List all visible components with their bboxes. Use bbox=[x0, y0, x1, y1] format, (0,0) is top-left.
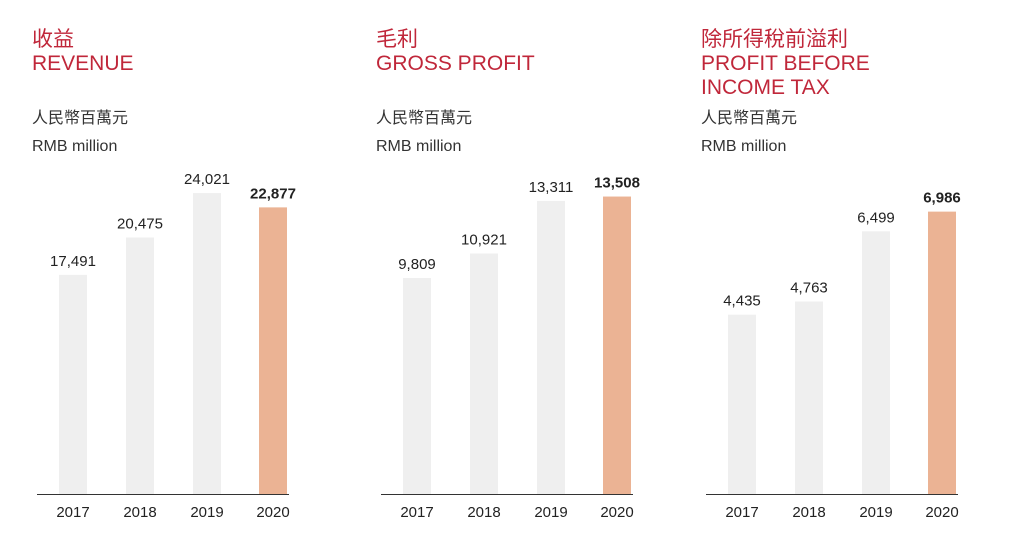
gross-profit-year-label-2017: 2017 bbox=[400, 504, 433, 521]
revenue-bar-2017 bbox=[59, 274, 87, 494]
profit-before-tax-year-label-2020: 2020 bbox=[925, 504, 958, 521]
profit-before-tax-bar-2017 bbox=[728, 314, 756, 494]
revenue-panel: 收益 REVENUE 人民幣百萬元 RMB million 17,491 2017… bbox=[32, 0, 322, 540]
gross-profit-bar-2019 bbox=[537, 200, 565, 494]
gross-profit-year-label-2020: 2020 bbox=[600, 504, 633, 521]
gross-profit-unit-zh: 人民幣百萬元 bbox=[376, 110, 473, 127]
gross-profit-unit-en: RMB million bbox=[376, 138, 462, 155]
profit-before-tax-year-label-2018: 2018 bbox=[792, 504, 825, 521]
revenue-title-zh: 收益 bbox=[32, 28, 74, 51]
gross-profit-title-en: GROSS PROFIT bbox=[376, 52, 535, 75]
revenue-year-label-2017: 2017 bbox=[56, 504, 89, 521]
revenue-unit-zh: 人民幣百萬元 bbox=[32, 110, 129, 127]
gross-profit-bar-2020 bbox=[603, 196, 631, 494]
gross-profit-bar-2017 bbox=[403, 278, 431, 494]
gross-profit-value-label-2018: 10,921 bbox=[461, 232, 507, 249]
profit-before-tax-value-label-2019: 6,499 bbox=[857, 209, 895, 226]
revenue-unit-en: RMB million bbox=[32, 138, 118, 155]
revenue-bar-2020 bbox=[259, 207, 287, 494]
revenue-year-label-2020: 2020 bbox=[256, 504, 289, 521]
profit-before-tax-value-label-2020: 6,986 bbox=[923, 190, 961, 207]
revenue-bar-2018 bbox=[126, 237, 154, 495]
gross-profit-bar-2018 bbox=[470, 253, 498, 494]
profit-before-tax-bar-2018 bbox=[795, 301, 823, 494]
profit-before-tax-bar-chart: 4,435 2017 4,763 2018 6,499 2019 6,986 2020 bbox=[706, 190, 961, 521]
revenue-year-label-2018: 2018 bbox=[123, 504, 156, 521]
profit-before-tax-title-zh: 除所得稅前溢利 bbox=[701, 28, 848, 51]
gross-profit-year-label-2019: 2019 bbox=[534, 504, 567, 521]
gross-profit-title: 毛利 GROSS PROFIT bbox=[376, 28, 535, 76]
revenue-value-label-2018: 20,475 bbox=[117, 215, 163, 232]
gross-profit-value-label-2020: 13,508 bbox=[594, 175, 640, 192]
revenue-value-label-2017: 17,491 bbox=[50, 253, 96, 270]
gross-profit-bar-chart: 9,809 2017 10,921 2018 13,311 2019 13,508 2020 bbox=[381, 175, 640, 521]
profit-before-tax-bar-2020 bbox=[928, 211, 956, 495]
profit-before-tax-title-en-line1: PROFIT BEFORE bbox=[701, 52, 870, 75]
revenue-bar-chart: 17,491 2017 20,475 2018 24,021 2019 22,877 2020 bbox=[37, 171, 296, 521]
profit-before-tax-year-label-2017: 2017 bbox=[725, 504, 758, 521]
revenue-title: 收益 REVENUE bbox=[32, 28, 134, 76]
profit-before-tax-unit-en: RMB million bbox=[701, 138, 787, 155]
profit-before-tax-panel: 除所得稅前溢利 PROFIT BEFORE INCOME TAX 人民幣百萬元 … bbox=[701, 0, 991, 540]
profit-before-tax-year-label-2019: 2019 bbox=[859, 504, 892, 521]
revenue-bar-2019 bbox=[193, 193, 221, 494]
profit-before-tax-title: 除所得稅前溢利 PROFIT BEFORE INCOME TAX bbox=[701, 28, 870, 100]
profit-before-tax-value-label-2018: 4,763 bbox=[790, 279, 828, 296]
gross-profit-year-label-2018: 2018 bbox=[467, 504, 500, 521]
profit-before-tax-value-label-2017: 4,435 bbox=[723, 293, 761, 310]
profit-before-tax-unit-zh: 人民幣百萬元 bbox=[701, 110, 798, 127]
profit-before-tax-bar-2019 bbox=[862, 231, 890, 494]
profit-before-tax-title-en-line2: INCOME TAX bbox=[701, 76, 830, 99]
revenue-value-label-2020: 22,877 bbox=[250, 185, 296, 202]
revenue-title-en: REVENUE bbox=[32, 52, 134, 75]
revenue-year-label-2019: 2019 bbox=[190, 504, 223, 521]
revenue-value-label-2019: 24,021 bbox=[184, 171, 230, 188]
gross-profit-value-label-2017: 9,809 bbox=[398, 256, 436, 273]
gross-profit-panel: 毛利 GROSS PROFIT 人民幣百萬元 RMB million 9,809… bbox=[376, 0, 666, 540]
gross-profit-value-label-2019: 13,311 bbox=[529, 179, 574, 196]
gross-profit-title-zh: 毛利 bbox=[376, 28, 418, 51]
